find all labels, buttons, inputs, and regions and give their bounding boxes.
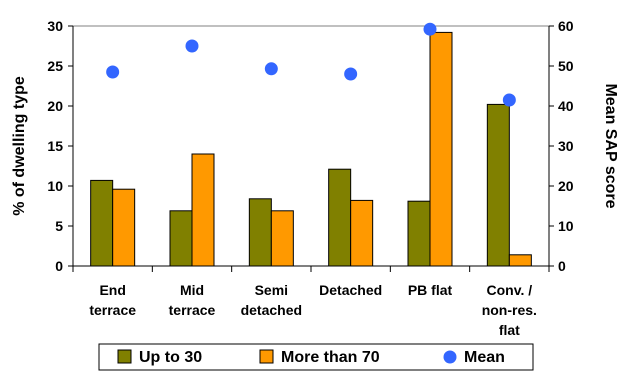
bar-more-than-70-1 [191, 153, 215, 267]
y-tick-label: 20 [47, 98, 63, 114]
bar-more-than-70-3 [350, 199, 374, 267]
bar-more-than-70-4 [429, 31, 453, 267]
mean-point-3 [344, 67, 358, 81]
mean-point-4 [423, 22, 437, 36]
y2-tick-label: 30 [558, 138, 574, 154]
bar-up-to-30-0 [90, 179, 114, 267]
x-tick-label: PB flat [408, 282, 453, 298]
x-tick-label: Mid terrace [169, 282, 216, 318]
legend-label-more-than-70: More than 70 [281, 349, 380, 366]
y2-tick-label: 50 [558, 58, 574, 74]
mean-point-1 [185, 39, 199, 53]
y-tick-label: 15 [47, 138, 63, 154]
legend-swatch-more-than-70 [259, 349, 274, 364]
legend-label-mean: Mean [464, 349, 505, 366]
legend-box [98, 343, 534, 371]
y2-axis-label: Mean SAP score [602, 83, 618, 208]
bar-up-to-30-2 [248, 198, 272, 267]
y2-tick-label: 40 [558, 98, 574, 114]
bar-up-to-30-1 [169, 210, 193, 267]
mean-point-2 [264, 62, 278, 76]
legend-swatch-up-to-30 [117, 349, 132, 364]
y-tick-label: 10 [47, 178, 63, 194]
y2-tick-label: 0 [558, 258, 566, 274]
y-tick-label: 30 [47, 18, 63, 34]
y-axis-label: % of dwelling type [11, 76, 28, 216]
y2-tick-label: 10 [558, 218, 574, 234]
bar-more-than-70-5 [508, 254, 532, 267]
y2-tick-label: 60 [558, 18, 574, 34]
bar-up-to-30-3 [328, 168, 352, 267]
legend-swatch-mean [443, 350, 457, 364]
bar-up-to-30-5 [486, 103, 510, 267]
y-tick-label: 5 [55, 218, 63, 234]
y-tick-label: 0 [55, 258, 63, 274]
x-tick-label: Conv. / non-res. flat [482, 282, 537, 338]
bar-more-than-70-2 [270, 210, 294, 267]
y-tick-label: 25 [47, 58, 63, 74]
x-tick-label: End terrace [89, 282, 136, 318]
bar-more-than-70-0 [112, 188, 136, 267]
legend-label-up-to-30: Up to 30 [139, 349, 202, 366]
mean-point-5 [502, 93, 516, 107]
x-tick-label: Detached [319, 282, 382, 298]
plot-area [72, 25, 550, 267]
x-tick-label: Semi detached [241, 282, 302, 318]
bar-up-to-30-4 [407, 200, 431, 267]
legend: Up to 30 More than 70 Mean [98, 343, 534, 371]
y2-tick-label: 20 [558, 178, 574, 194]
mean-point-0 [106, 65, 120, 79]
